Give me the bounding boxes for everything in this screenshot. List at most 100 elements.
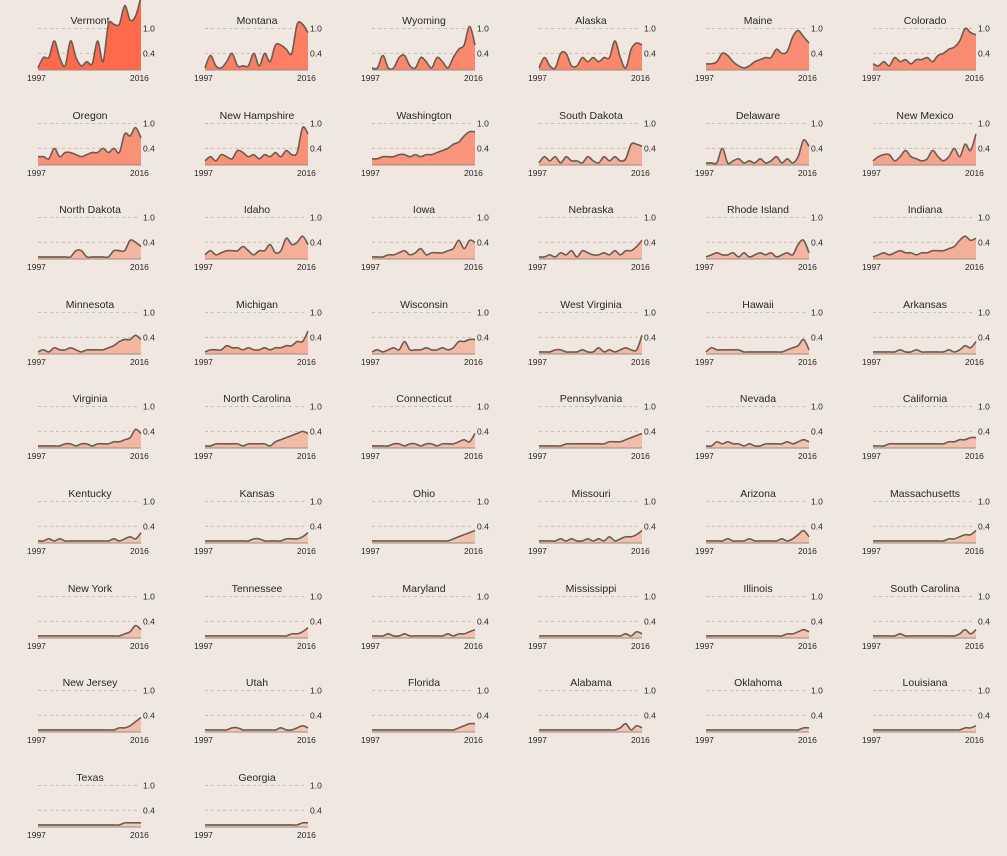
series-line bbox=[204, 430, 309, 448]
y-tick-label: 1.0 bbox=[310, 213, 322, 223]
x-tick-label-end: 2016 bbox=[464, 451, 483, 461]
y-tick-label: 1.0 bbox=[978, 591, 990, 601]
y-tick-label: 0.4 bbox=[978, 143, 990, 153]
panel-title: Maine bbox=[743, 15, 773, 27]
x-tick-label-end: 2016 bbox=[798, 73, 817, 83]
panel-chart: 1.0 0.4 1997 2016 bbox=[27, 0, 155, 83]
series-area bbox=[38, 625, 141, 638]
y-tick-label: 0.4 bbox=[811, 427, 823, 437]
series-area bbox=[706, 240, 809, 260]
series-area bbox=[539, 40, 642, 70]
panel-pennsylvania: Pennsylvania 1.0 0.4 1997 2016 bbox=[501, 378, 668, 472]
x-tick-label-end: 2016 bbox=[130, 73, 149, 83]
y-tick-label: 1.0 bbox=[978, 686, 990, 696]
series-line bbox=[539, 630, 643, 637]
y-tick-label: 1.0 bbox=[811, 118, 823, 128]
x-tick-label-end: 2016 bbox=[631, 168, 650, 178]
x-tick-label-end: 2016 bbox=[965, 641, 984, 651]
x-tick-label-end: 2016 bbox=[297, 262, 316, 272]
series-line bbox=[37, 0, 142, 69]
panel-chart: 1.0 0.4 1997 2016 bbox=[862, 402, 990, 462]
series-line bbox=[706, 628, 810, 637]
panel-title: Virginia bbox=[72, 393, 108, 406]
y-tick-label: 0.4 bbox=[978, 427, 990, 437]
panel-chart: 1.0 0.4 1997 2016 bbox=[528, 496, 656, 556]
panel-mississippi: Mississippi 1.0 0.4 1997 2016 bbox=[501, 568, 668, 662]
y-tick-label: 1.0 bbox=[811, 496, 823, 506]
x-tick-label-start: 1997 bbox=[194, 73, 213, 83]
x-tick-label-end: 2016 bbox=[464, 262, 483, 272]
series-line bbox=[38, 624, 142, 637]
panel-title: Nevada bbox=[739, 393, 777, 406]
series-line bbox=[372, 628, 476, 637]
panel-georgia: Georgia 1.0 0.4 1997 2016 bbox=[167, 757, 334, 851]
panel-west-virginia: West Virginia 1.0 0.4 1997 2016 bbox=[501, 284, 668, 378]
panel-title: Idaho bbox=[243, 204, 271, 217]
panel-title: Alabama bbox=[570, 677, 612, 690]
panel-florida: Florida 1.0 0.4 1997 2016 bbox=[334, 662, 501, 756]
y-tick-label: 1.0 bbox=[143, 118, 155, 128]
x-tick-label-start: 1997 bbox=[695, 735, 714, 745]
y-tick-label: 1.0 bbox=[978, 402, 990, 412]
series-line bbox=[705, 338, 810, 353]
panel-north-carolina: North Carolina 1.0 0.4 1997 2016 bbox=[167, 378, 334, 472]
panel-chart: 1.0 0.4 1997 2016 bbox=[27, 307, 155, 367]
y-tick-label: 1.0 bbox=[644, 686, 656, 696]
x-tick-label-end: 2016 bbox=[464, 641, 483, 651]
y-tick-label: 0.4 bbox=[143, 143, 155, 153]
x-tick-label-start: 1997 bbox=[862, 546, 881, 556]
x-tick-label-start: 1997 bbox=[528, 73, 547, 83]
series-line bbox=[372, 433, 476, 448]
x-tick-label-start: 1997 bbox=[695, 641, 714, 651]
panel-chart: 1.0 0.4 1997 2016 bbox=[194, 307, 322, 367]
y-tick-label: 1.0 bbox=[477, 402, 489, 412]
panel-ohio: Ohio 1.0 0.4 1997 2016 bbox=[334, 473, 501, 567]
x-tick-label-start: 1997 bbox=[361, 73, 380, 83]
y-tick-label: 0.4 bbox=[143, 711, 155, 721]
series-area bbox=[205, 236, 308, 260]
panel-delaware: Delaware 1.0 0.4 1997 2016 bbox=[668, 95, 835, 189]
panel-tennessee: Tennessee 1.0 0.4 1997 2016 bbox=[167, 568, 334, 662]
panel-south-carolina: South Carolina 1.0 0.4 1997 2016 bbox=[835, 568, 1002, 662]
series-line bbox=[872, 235, 977, 258]
y-tick-label: 0.4 bbox=[477, 616, 489, 626]
y-tick-label: 1.0 bbox=[644, 23, 656, 33]
x-tick-label-end: 2016 bbox=[965, 262, 984, 272]
panel-chart: 1.0 0.4 1997 2016 bbox=[361, 496, 489, 556]
panel-chart: 1.0 0.4 1997 2016 bbox=[862, 307, 990, 367]
y-tick-label: 0.4 bbox=[310, 238, 322, 248]
x-tick-label-end: 2016 bbox=[130, 641, 149, 651]
panel-chart: 1.0 0.4 1997 2016 bbox=[194, 118, 322, 178]
x-tick-label-start: 1997 bbox=[27, 830, 46, 840]
y-tick-label: 0.4 bbox=[143, 427, 155, 437]
panel-chart: 1.0 0.4 1997 2016 bbox=[194, 213, 322, 273]
panel-chart: 1.0 0.4 1997 2016 bbox=[27, 496, 155, 556]
y-tick-label: 0.4 bbox=[811, 238, 823, 248]
panel-title: Iowa bbox=[412, 204, 436, 217]
x-tick-label-end: 2016 bbox=[130, 357, 149, 367]
series-area bbox=[205, 822, 308, 827]
panel-arkansas: Arkansas 1.0 0.4 1997 2016 bbox=[835, 284, 1002, 378]
panel-title: California bbox=[902, 393, 948, 406]
panel-title: Kentucky bbox=[68, 488, 112, 500]
panel-title: Louisiana bbox=[902, 677, 948, 690]
x-tick-label-start: 1997 bbox=[862, 357, 881, 367]
x-tick-label-end: 2016 bbox=[965, 357, 984, 367]
series-line bbox=[872, 27, 977, 67]
x-tick-label-start: 1997 bbox=[695, 357, 714, 367]
y-tick-label: 1.0 bbox=[310, 496, 322, 506]
panel-title: South Carolina bbox=[890, 582, 960, 595]
panel-title: Vermont bbox=[70, 15, 110, 27]
panel-kentucky: Kentucky 1.0 0.4 1997 2016 bbox=[0, 473, 167, 567]
series-line bbox=[873, 529, 977, 542]
panel-title: Arizona bbox=[740, 488, 776, 500]
x-tick-label-end: 2016 bbox=[631, 262, 650, 272]
y-tick-label: 1.0 bbox=[310, 118, 322, 128]
y-tick-label: 0.4 bbox=[644, 238, 656, 248]
y-tick-label: 0.4 bbox=[644, 143, 656, 153]
y-tick-label: 0.4 bbox=[978, 521, 990, 531]
panel-oregon: Oregon 1.0 0.4 1997 2016 bbox=[0, 95, 167, 189]
x-tick-label-start: 1997 bbox=[27, 451, 46, 461]
x-tick-label-start: 1997 bbox=[528, 357, 547, 367]
y-tick-label: 1.0 bbox=[644, 307, 656, 317]
